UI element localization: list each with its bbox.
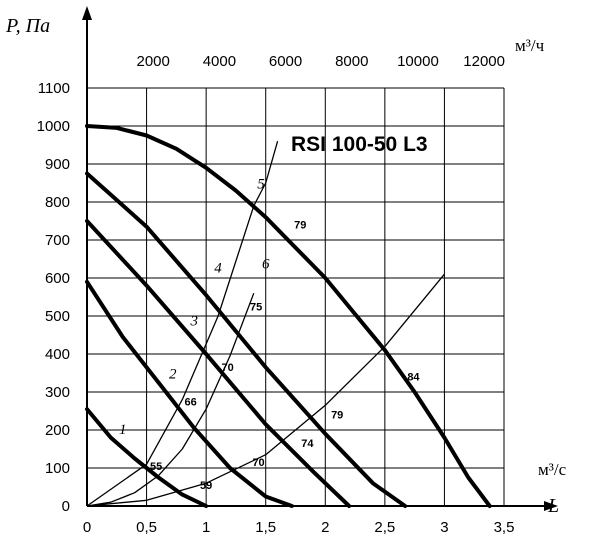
y-tick-label: 200	[45, 422, 70, 439]
y-tick-label: 300	[45, 384, 70, 401]
chart-title: RSI 100-50 L3	[291, 133, 428, 156]
fan-curve-line	[85, 171, 408, 508]
x-axis-title: L	[547, 495, 559, 517]
top-tick-label: 2000	[137, 53, 170, 70]
curve-number: 4	[214, 260, 222, 276]
efficiency-label: 55	[150, 461, 162, 473]
efficiency-label: 79	[331, 410, 343, 422]
x-tick-labels: 0 0,5 1 1,5 2 2,5 3 3,5	[83, 519, 515, 536]
curve-number: 2	[169, 367, 177, 383]
x-axis-arrow	[544, 501, 558, 511]
curve-number: 5	[257, 177, 265, 193]
top-tick-label: 4000	[203, 53, 236, 70]
y-tick-label: 900	[45, 156, 70, 173]
x-tick-label: 0,5	[136, 519, 157, 536]
fan-curve-line	[85, 124, 492, 508]
efficiency-label: 59	[200, 480, 212, 492]
curve-number: 6	[262, 257, 270, 273]
efficiency-label: 66	[185, 396, 197, 408]
efficiency-label: 70	[221, 362, 233, 374]
efficiency-label: 84	[407, 372, 420, 384]
x-tick-label: 0	[83, 519, 91, 536]
x-tick-label: 3,5	[494, 519, 515, 536]
efficiency-label: 75	[250, 301, 262, 313]
top-tick-label: 8000	[335, 53, 368, 70]
y-axis-title: P, Па	[5, 15, 50, 37]
x-tick-label: 2	[321, 519, 329, 536]
curve-labels: 55 59 66 70 70 74 75 79 79 84 1 2 3 4 5 6	[119, 177, 420, 492]
top-axis-unit: м³/ч	[515, 36, 545, 55]
x-tick-label: 3	[440, 519, 448, 536]
fan-curve-line	[85, 219, 352, 508]
top-tick-label: 10000	[397, 53, 439, 70]
y-tick-label: 0	[62, 498, 70, 515]
x-axis-unit: м³/с	[538, 460, 567, 479]
x-tick-label: 1,5	[255, 519, 276, 536]
system-curve-line	[86, 273, 445, 507]
system-curves	[86, 141, 445, 507]
top-tick-label: 12000	[463, 53, 505, 70]
y-tick-label: 500	[45, 308, 70, 325]
y-tick-label: 400	[45, 346, 70, 363]
y-tick-label: 1100	[38, 80, 70, 97]
top-tick-label: 6000	[269, 53, 302, 70]
y-tick-label: 1000	[37, 118, 70, 135]
fan-curve-line	[85, 279, 294, 508]
y-tick-label: 600	[45, 270, 70, 287]
x-tick-label: 1	[202, 519, 210, 536]
efficiency-label: 74	[301, 438, 314, 450]
y-tick-labels: 0 100 200 300 400 500 600 700 800 900 1000 1100	[37, 80, 70, 515]
y-axis-arrow	[82, 6, 92, 20]
fan-curve-line	[85, 407, 209, 508]
x-tick-label: 2,5	[374, 519, 395, 536]
y-tick-label: 100	[45, 460, 70, 477]
efficiency-label: 70	[252, 457, 264, 469]
top-tick-labels: 2000 4000 6000 8000 10000 12000	[137, 53, 505, 70]
y-tick-label: 700	[45, 232, 70, 249]
axes	[82, 6, 558, 511]
system-curve-line	[86, 141, 279, 507]
curve-number: 1	[119, 422, 127, 438]
system-curve-line	[86, 292, 255, 507]
efficiency-label: 79	[294, 220, 306, 232]
y-tick-label: 800	[45, 194, 70, 211]
curve-number: 3	[189, 314, 198, 330]
annotations: P, Па L м³/с м³/ч RSI 100-50 L3	[5, 15, 567, 517]
